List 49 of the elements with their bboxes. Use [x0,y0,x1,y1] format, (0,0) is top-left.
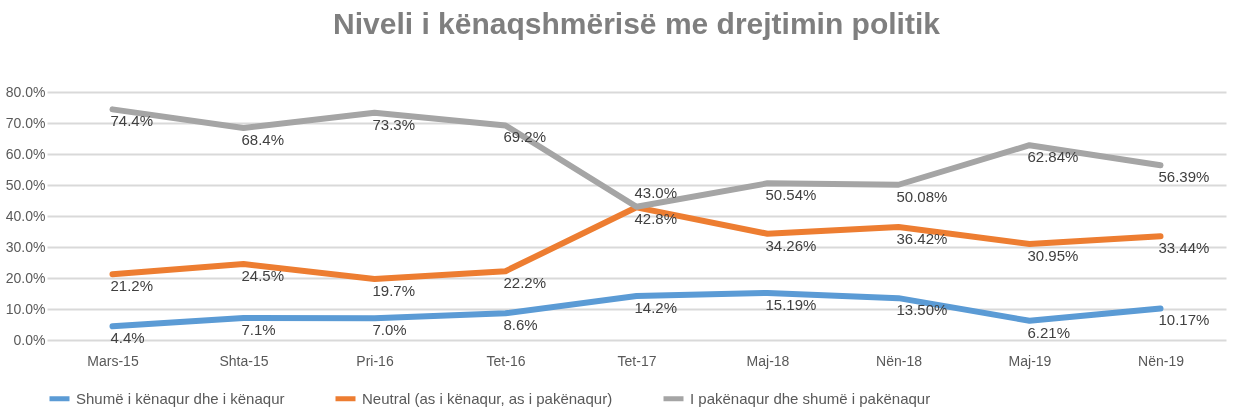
data-label: 7.1% [241,320,276,338]
x-tick-label: Nën-18 [876,352,923,369]
data-label: 74.4% [110,112,154,130]
y-tick-label: 20.0% [5,269,46,286]
data-label: 43.0% [634,183,678,201]
y-tick-label: 50.0% [5,176,46,193]
data-label: 6.21% [1027,323,1071,341]
x-tick-label: Mars-15 [87,352,139,369]
data-label: 62.84% [1027,148,1079,166]
y-tick-label: 0.0% [13,331,46,348]
chart-title: Niveli i kënaqshmërisë me drejtimin politik [333,7,941,40]
data-label: 50.08% [896,187,948,205]
x-tick-label: Tet-17 [617,352,657,369]
data-label: 21.2% [110,277,154,295]
x-tick-label: Maj-18 [746,352,790,369]
y-tick-label: 10.0% [5,300,46,317]
data-label: 56.39% [1158,168,1210,186]
data-label: 19.7% [372,281,416,299]
legend-label: Neutral (as i kënaqur, as i pakënaqur) [362,389,613,407]
data-label: 8.6% [503,316,538,334]
x-tick-label: Tet-16 [486,352,526,369]
data-label: 7.0% [372,321,407,339]
data-label: 68.4% [241,130,285,148]
data-label: 13.50% [896,301,948,319]
data-label: 22.2% [503,274,547,292]
data-label: 33.44% [1158,239,1210,257]
y-tick-label: 80.0% [5,83,46,100]
data-label: 42.8% [634,210,678,228]
legend-label: I pakënaqur dhe shumë i pakënaqur [690,389,931,407]
x-tick-label: Shta-15 [219,352,269,369]
data-label: 15.19% [765,295,817,313]
y-tick-label: 70.0% [5,114,46,131]
y-tick-label: 30.0% [5,238,46,255]
data-label: 50.54% [765,186,817,204]
data-label: 36.42% [896,230,948,248]
x-tick-label: Nën-19 [1138,352,1185,369]
x-tick-label: Maj-19 [1008,352,1052,369]
data-label: 73.3% [372,115,416,133]
y-tick-label: 40.0% [5,207,46,224]
data-label: 4.4% [110,329,145,347]
data-label: 34.26% [765,236,817,254]
y-tick-label: 60.0% [5,145,46,162]
x-tick-label: Pri-16 [356,352,394,369]
legend-label: Shumë i kënaqur dhe i kënaqur [76,389,285,407]
data-label: 24.5% [241,267,285,285]
data-label: 14.2% [634,298,678,316]
data-label: 10.17% [1158,311,1210,329]
data-label: 69.2% [503,128,547,146]
data-label: 30.95% [1027,247,1079,265]
